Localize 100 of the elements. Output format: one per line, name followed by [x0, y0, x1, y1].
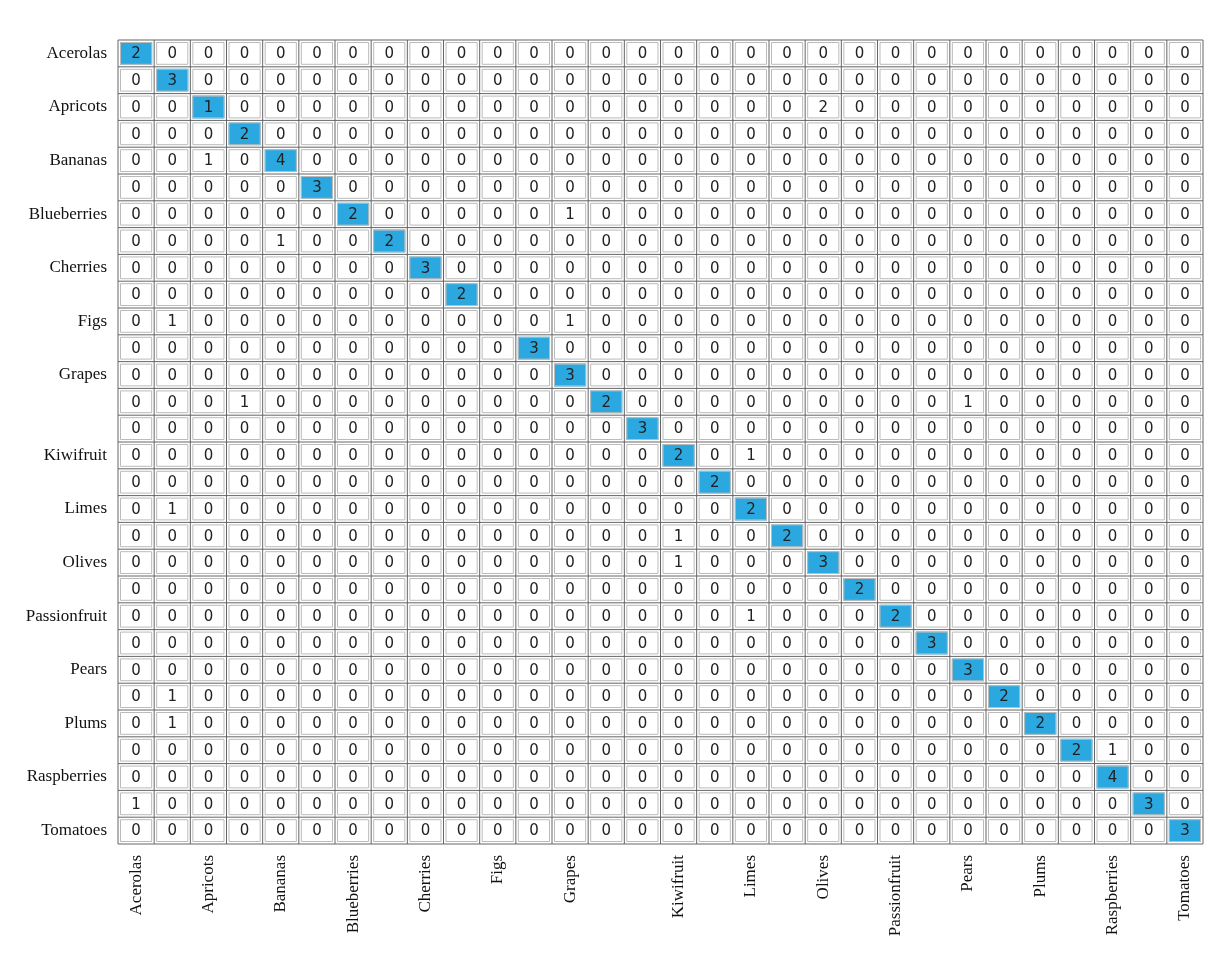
data-label: 0	[637, 607, 648, 626]
data-label: 0	[167, 553, 178, 572]
data-label: 0	[999, 285, 1009, 304]
data-label: 0	[1071, 312, 1082, 331]
data-label: 0	[456, 633, 467, 652]
data-label: 0	[384, 660, 395, 679]
data-label: 0	[420, 285, 431, 304]
data-label: 0	[239, 741, 250, 760]
data-label: 0	[348, 285, 358, 304]
data-label: 0	[746, 821, 756, 840]
data-label: 0	[529, 151, 539, 170]
y-tick-label: Bananas	[49, 150, 107, 170]
data-label: 0	[637, 714, 648, 733]
data-label: 0	[420, 392, 431, 411]
data-label: 0	[565, 633, 575, 652]
data-label: 0	[709, 151, 720, 170]
data-label: 0	[999, 714, 1009, 733]
data-label: 0	[782, 124, 792, 143]
data-label: 0	[818, 687, 829, 706]
data-label: 0	[384, 44, 395, 63]
data-label: 0	[926, 821, 937, 840]
data-label: 0	[565, 794, 575, 813]
x-tick-label: Apricots	[197, 855, 217, 914]
data-label: 0	[818, 285, 829, 304]
data-label: 0	[926, 767, 937, 786]
data-label: 0	[601, 580, 612, 599]
data-label: 0	[384, 553, 395, 572]
data-label: 0	[312, 71, 322, 90]
data-label: 0	[131, 714, 141, 733]
data-label: 0	[312, 339, 322, 358]
data-label: 0	[1143, 499, 1154, 518]
data-label: 0	[890, 714, 901, 733]
data-label: 0	[275, 687, 286, 706]
data-label: 2	[131, 44, 141, 63]
data-label: 0	[782, 151, 792, 170]
data-label: 0	[926, 687, 937, 706]
data-label: 0	[854, 633, 865, 652]
data-label: 0	[203, 553, 214, 572]
data-label: 0	[746, 392, 756, 411]
data-label: 0	[239, 205, 250, 224]
data-label: 0	[529, 365, 539, 384]
data-label: 0	[348, 151, 358, 170]
data-label: 0	[456, 687, 467, 706]
data-label: 0	[1035, 285, 1046, 304]
data-label: 0	[999, 473, 1009, 492]
data-label: 0	[709, 714, 720, 733]
data-label: 0	[312, 767, 322, 786]
data-label: 0	[1143, 231, 1154, 250]
data-label: 0	[854, 71, 865, 90]
data-label: 0	[637, 741, 648, 760]
data-label: 1	[746, 607, 756, 626]
data-label: 0	[529, 580, 539, 599]
data-label: 0	[782, 419, 792, 438]
data-label: 0	[818, 231, 829, 250]
data-label: 2	[384, 231, 395, 250]
data-label: 0	[746, 205, 756, 224]
data-label: 0	[492, 124, 503, 143]
data-label: 0	[167, 794, 178, 813]
data-label: 0	[746, 151, 756, 170]
data-label: 0	[1107, 44, 1118, 63]
data-label: 0	[963, 419, 973, 438]
data-label: 0	[529, 526, 539, 545]
data-label: 0	[275, 553, 286, 572]
data-label: 0	[275, 258, 286, 277]
data-label: 0	[1143, 97, 1154, 116]
data-label: 0	[673, 580, 684, 599]
data-label: 0	[709, 580, 720, 599]
data-label: 0	[709, 339, 720, 358]
data-label: 0	[601, 526, 612, 545]
data-label: 2	[746, 499, 756, 518]
data-label: 0	[673, 660, 684, 679]
data-label: 0	[203, 633, 214, 652]
data-label: 0	[131, 660, 141, 679]
data-label: 0	[963, 178, 973, 197]
data-label: 0	[673, 231, 684, 250]
data-label: 0	[167, 97, 178, 116]
data-label: 0	[456, 44, 467, 63]
data-label: 0	[963, 365, 973, 384]
data-label: 0	[890, 821, 901, 840]
data-label: 0	[420, 97, 431, 116]
data-label: 0	[709, 633, 720, 652]
data-label: 0	[1071, 392, 1082, 411]
data-label: 0	[890, 767, 901, 786]
data-label: 0	[492, 473, 503, 492]
data-label: 0	[601, 71, 612, 90]
data-label: 0	[1180, 71, 1190, 90]
data-label: 0	[637, 258, 648, 277]
data-label: 0	[167, 151, 178, 170]
data-label: 0	[1143, 607, 1154, 626]
data-label: 0	[818, 446, 829, 465]
data-label: 0	[999, 71, 1009, 90]
data-label: 0	[167, 580, 178, 599]
data-label: 0	[312, 124, 322, 143]
data-label: 0	[384, 97, 395, 116]
data-label: 0	[782, 178, 792, 197]
data-label: 4	[1107, 767, 1118, 786]
data-label: 0	[782, 97, 792, 116]
data-label: 0	[673, 365, 684, 384]
data-label: 0	[601, 660, 612, 679]
data-label: 3	[926, 633, 937, 652]
